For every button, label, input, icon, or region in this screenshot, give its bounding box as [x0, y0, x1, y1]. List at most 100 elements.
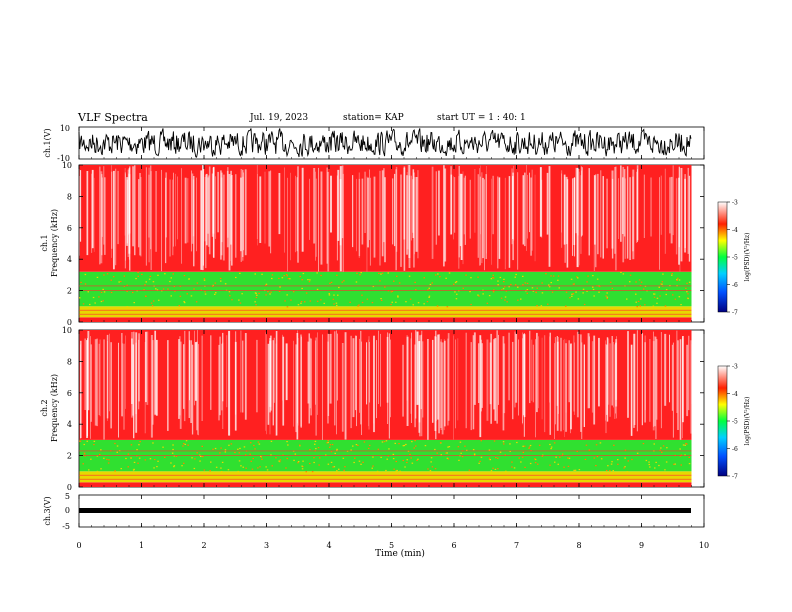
spectrogram-speck: [410, 457, 412, 459]
spectrogram-streak: [169, 179, 171, 257]
spectrogram-speck: [528, 446, 531, 448]
spectrogram-speck: [598, 285, 601, 288]
spectrogram-speck: [151, 305, 154, 307]
spectrogram-speck: [473, 453, 476, 455]
spectrogram-streak: [339, 166, 342, 272]
spectrogram-streak: [498, 177, 501, 259]
spectrogram-speck: [416, 459, 418, 461]
spectrogram-streak: [549, 332, 551, 435]
spectrogram-speck: [297, 461, 300, 463]
spectrogram-streak: [290, 172, 291, 261]
spectrogram-speck: [436, 452, 438, 454]
spectrogram-streak: [222, 332, 224, 402]
spectrogram-streak: [217, 171, 219, 233]
spectrogram-streak: [435, 171, 437, 245]
spectrogram-speck: [640, 281, 643, 283]
spectrogram-streak: [493, 339, 495, 410]
spectrogram-streak: [284, 167, 285, 253]
spectrogram-speck: [559, 456, 561, 458]
spectrogram-speck: [607, 465, 609, 467]
spectrogram-speck: [314, 443, 316, 445]
spectrogram-speck: [318, 457, 321, 459]
spectrogram-speck: [114, 442, 116, 445]
spectrogram-streak: [315, 340, 316, 405]
spectrogram-speck: [224, 283, 227, 285]
spectrogram-speck: [445, 277, 447, 279]
spectrogram-speck: [315, 448, 317, 450]
spectrogram-speck: [323, 302, 325, 304]
spectrogram-streak: [123, 343, 125, 430]
spectrogram-speck: [358, 304, 360, 306]
spectrogram-speck: [516, 441, 518, 444]
spectrogram-speck: [285, 274, 288, 276]
spectrogram-speck: [399, 470, 401, 472]
spectrogram-speck: [193, 467, 196, 470]
ch1-ylabel: ch.1(V): [43, 128, 52, 157]
spectrogram-speck: [228, 444, 230, 446]
spectrogram-speck: [402, 459, 404, 462]
spectrogram-speck: [505, 470, 507, 472]
spectrogram-streak: [431, 166, 434, 259]
spectrogram-streak: [369, 169, 370, 240]
spectrogram-speck: [301, 465, 303, 467]
spectrogram-streak: [381, 170, 384, 257]
spectrogram-streak: [496, 330, 498, 424]
spectrogram-speck: [116, 451, 118, 453]
spectrogram-streak: [194, 330, 195, 406]
spectrogram-streak: [660, 332, 662, 429]
spectrogram-speck: [513, 467, 516, 469]
spectrogram-streak: [226, 335, 228, 408]
spectrogram-streak: [580, 175, 582, 254]
spectrogram-speck: [652, 305, 655, 307]
spectrogram-streak: [504, 177, 506, 270]
spectrogram-streak: [86, 171, 89, 256]
spectrogram-streak: [472, 335, 475, 430]
spectrogram-speck: [653, 293, 656, 295]
ch1-waveform-line: [78, 128, 692, 158]
spectrogram-speck: [503, 281, 505, 283]
spectrogram-speck: [526, 282, 529, 284]
spectrogram-streak: [140, 177, 142, 257]
spectrogram-speck: [636, 452, 639, 454]
spectrogram-speck: [613, 444, 615, 446]
spectrogram-streak: [111, 171, 113, 249]
spectrogram-speck: [284, 300, 286, 302]
spectrogram-speck: [578, 469, 581, 471]
spectrogram-speck: [588, 449, 591, 451]
spectrogram-speck: [123, 275, 126, 277]
spectrogram-speck: [346, 450, 349, 452]
spectrogram-speck: [361, 294, 363, 296]
spectrogram-speck: [99, 453, 101, 456]
spectrogram-speck: [391, 290, 394, 292]
spectrogram-streak: [79, 176, 80, 256]
spectrogram-speck: [133, 468, 135, 470]
spectrogram-streak: [155, 171, 157, 252]
spectrogram-streak: [512, 341, 514, 420]
spectrogram-speck: [395, 460, 397, 463]
spectrogram-speck: [457, 446, 460, 448]
spectrogram-streak: [515, 333, 518, 403]
spectrogram-speck: [331, 444, 334, 446]
spectrogram-speck: [523, 445, 526, 447]
spectrogram-speck: [227, 469, 230, 471]
spectrogram-streak: [676, 330, 678, 413]
spectrogram-streak: [479, 168, 480, 266]
spectrogram-speck: [522, 275, 524, 277]
spectrogram-speck: [137, 271, 139, 274]
spectrogram-speck: [524, 466, 526, 468]
spectrogram-streak: [458, 176, 460, 269]
spectrogram-speck: [378, 272, 380, 274]
spectrogram-streak: [438, 170, 440, 236]
spectrogram-streak: [327, 171, 330, 272]
spectrogram-speck: [384, 286, 386, 288]
spectrogram-streak: [282, 336, 285, 426]
spectrogram-speck: [551, 291, 554, 293]
spectrogram-speck: [203, 469, 206, 471]
spectrogram-speck: [357, 305, 359, 307]
spectrogram-streak: [632, 169, 635, 260]
spectrogram-speck: [497, 468, 499, 470]
spectrogram-streak: [148, 174, 150, 238]
spectrogram-speck: [380, 299, 383, 301]
spectrogram-speck: [645, 459, 648, 462]
spectrogram-streak: [244, 333, 247, 420]
